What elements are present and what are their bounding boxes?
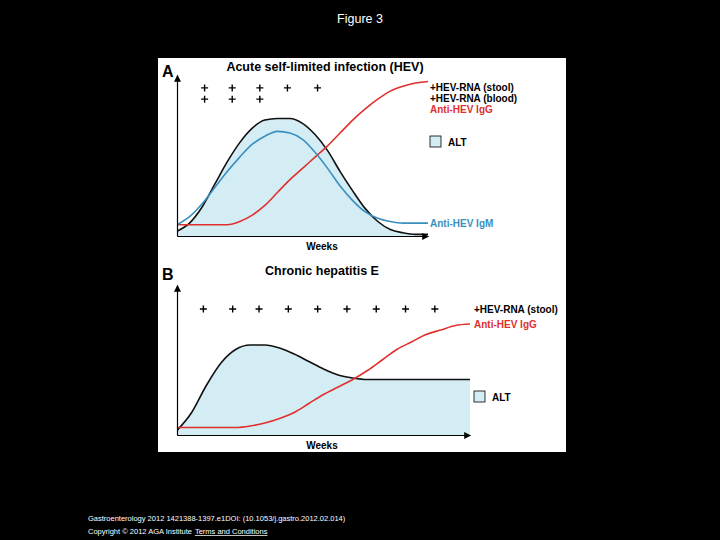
y-axis	[177, 76, 178, 237]
legend-label: Anti-HEV IgG	[474, 319, 537, 330]
point	[431, 306, 438, 313]
legend-label: ALT	[448, 137, 467, 148]
point	[256, 306, 263, 313]
legend-swatch	[474, 391, 485, 402]
point	[229, 306, 236, 313]
point	[402, 306, 409, 313]
point	[256, 84, 263, 91]
chart-title: Chronic hepatitis E	[265, 264, 379, 278]
legend-label: ALT	[492, 392, 511, 403]
x-axis	[178, 236, 429, 237]
area	[177, 118, 428, 236]
x-axis-line	[178, 435, 471, 436]
terms-link[interactable]: Terms and Conditions	[195, 527, 268, 536]
x-axis-title: Weeks	[306, 241, 338, 252]
citation: Gastroenterology 2012 1421388-1397.e1DOI…	[88, 514, 346, 523]
x-axis	[178, 435, 471, 436]
point	[373, 306, 380, 313]
line	[177, 324, 470, 428]
point	[284, 84, 291, 91]
point	[201, 96, 208, 103]
point	[200, 306, 207, 313]
background	[0, 0, 720, 540]
point	[229, 96, 236, 103]
plot-area	[177, 306, 470, 436]
x-axis-line	[178, 236, 429, 237]
chart-title: Acute self-limited infection (HEV)	[226, 60, 423, 74]
figure: Figure 3 Acute self-limited infection (HE…	[0, 0, 720, 540]
point	[201, 84, 208, 91]
area	[177, 345, 470, 435]
line	[177, 81, 428, 224]
panel-label: A	[162, 63, 174, 80]
figure-panel	[158, 58, 566, 452]
point	[256, 96, 263, 103]
y-axis	[177, 286, 178, 436]
x-axis-title: Weeks	[306, 440, 338, 451]
chart-panel: Chronic hepatitis E B Weeks +HEV-RNA (stool…	[162, 264, 558, 451]
legend: +HEV-RNA (stool) Anti-HEV IgG ALT	[474, 304, 558, 403]
point	[229, 84, 236, 91]
point	[314, 84, 321, 91]
copyright: Copyright © 2012 AGA Institute	[88, 527, 192, 536]
area-outline	[177, 345, 470, 431]
legend: +HEV-RNA (stool)+HEV-RNA (blood)Anti-HEV…	[430, 82, 517, 229]
line	[177, 131, 428, 224]
y-axis-line	[177, 76, 178, 237]
point	[343, 306, 350, 313]
plot-area	[177, 81, 428, 236]
area-outline	[177, 118, 428, 234]
legend-label: Anti-HEV IgG	[430, 104, 493, 115]
legend-swatch	[430, 136, 441, 147]
point	[285, 306, 292, 313]
y-axis-line	[177, 286, 178, 436]
point	[314, 306, 321, 313]
page-title: Figure 3	[337, 12, 383, 26]
chart-panel: Acute self-limited infection (HEV) A Weeks…	[162, 60, 517, 252]
legend-label: +HEV-RNA (stool)	[430, 82, 514, 93]
legend-label: +HEV-RNA (blood)	[430, 93, 517, 104]
panel-label: B	[162, 266, 174, 283]
legend-label: Anti-HEV IgM	[430, 218, 493, 229]
legend-label: +HEV-RNA (stool)	[474, 304, 558, 315]
